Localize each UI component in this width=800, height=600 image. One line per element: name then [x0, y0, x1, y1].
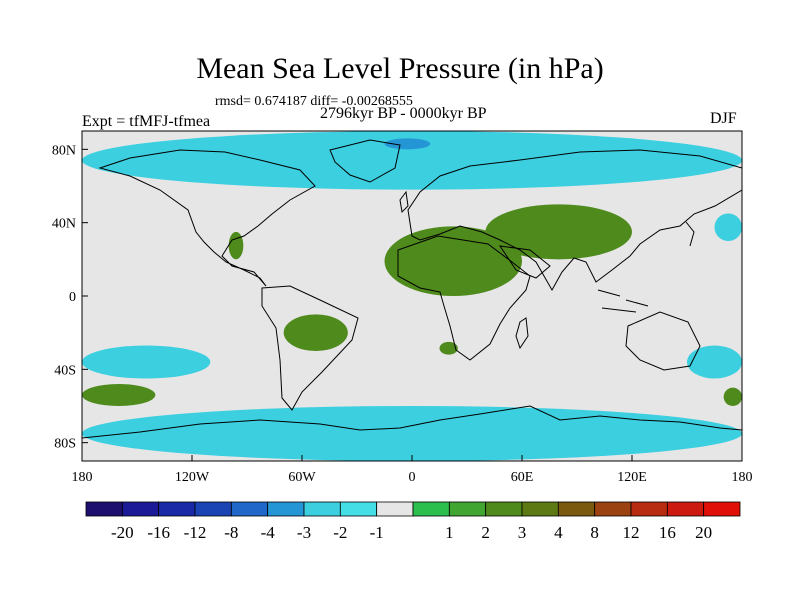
colorbar-swatch	[412, 501, 450, 517]
region-indian-ocean-blob	[687, 345, 742, 379]
colorbar-swatch	[339, 501, 378, 517]
region-north-pacific-east	[714, 213, 742, 241]
x-tick-label: 60W	[288, 470, 316, 485]
x-tick-label: 60E	[511, 470, 534, 485]
stats-line: rmsd= 0.674187 diff= -0.00268555	[215, 94, 413, 109]
coastline-arabia	[498, 245, 551, 279]
region-south-pacific-blob	[82, 345, 211, 379]
coastline-australia	[625, 311, 701, 371]
pressure-regions	[82, 131, 742, 461]
colorbar-swatch	[194, 501, 232, 517]
region-arctic-band	[82, 131, 742, 190]
colorbar-label: 16	[659, 523, 676, 542]
coastline-south-america	[261, 285, 359, 411]
colorbar-label: 3	[518, 523, 527, 542]
coastline-africa	[397, 235, 531, 361]
colorbar-label: 4	[554, 523, 563, 542]
colorbar-swatch	[594, 501, 632, 517]
colorbar-label: -12	[184, 523, 207, 542]
x-tick-label: 180	[72, 470, 93, 485]
coastlines	[82, 139, 742, 439]
season-label: DJF	[710, 110, 737, 127]
coastline-eurasia	[407, 149, 742, 292]
colorbar-swatch	[557, 501, 596, 517]
region-south-east-pacific-green	[723, 387, 742, 407]
coastline-north-america	[98, 149, 316, 287]
colorbar-label: -4	[261, 523, 276, 542]
period-label: 2796kyr BP - 0000kyr BP	[320, 105, 487, 122]
colorbar-label: 1	[445, 523, 454, 542]
colorbar: -20 -16 -12 -8 -4 -3 -2 -1 1 2 3 4 8 12 16 20	[85, 501, 741, 542]
colorbar-swatch	[448, 501, 487, 517]
coastline-indonesia	[597, 289, 649, 313]
colorbar-swatch	[267, 501, 305, 517]
colorbar-swatch	[158, 501, 196, 517]
coastline-greenland	[329, 139, 401, 183]
y-axis: 80N 40N 0 40S 80S	[52, 143, 88, 452]
coastline-madagascar	[515, 317, 529, 350]
colorbar-label: -3	[297, 523, 311, 542]
y-tick-label: 0	[69, 290, 76, 305]
chart-title: Mean Sea Level Pressure (in hPa)	[196, 52, 604, 85]
colorbar-label: 12	[623, 523, 640, 542]
colorbar-label: 2	[481, 523, 490, 542]
colorbar-label: 20	[695, 523, 712, 542]
colorbar-label: -1	[370, 523, 384, 542]
region-greenland-core	[384, 138, 431, 150]
colorbar-label: -20	[111, 523, 134, 542]
experiment-label: Expt = tfMFJ-tfmea	[82, 113, 211, 130]
region-southern-ocean-band	[82, 406, 742, 461]
region-south-america-green	[283, 314, 348, 351]
y-tick-label: 80N	[52, 143, 76, 158]
region-central-asia-green	[485, 204, 632, 260]
colorbar-swatch	[485, 501, 523, 517]
coastline-uk	[399, 190, 409, 214]
y-tick-label: 80S	[54, 437, 76, 452]
y-tick-label: 40N	[52, 217, 76, 232]
x-tick-label: 120W	[175, 470, 210, 485]
x-axis: 180 120W 60W 0 60E 120E 180	[72, 455, 753, 485]
colorbar-swatch	[230, 501, 269, 517]
coastline-antarctica	[82, 405, 742, 439]
coastline-japan	[685, 221, 695, 247]
colorbar-label: -2	[333, 523, 347, 542]
x-tick-label: 0	[409, 470, 416, 485]
y-tick-label: 40S	[54, 363, 76, 378]
colorbar-swatch	[85, 501, 123, 517]
region-south-pacific-green	[82, 384, 156, 406]
x-tick-label: 180	[732, 470, 753, 485]
colorbar-swatch	[630, 501, 668, 517]
colorbar-swatch	[376, 501, 414, 517]
colorbar-swatch	[521, 501, 559, 517]
colorbar-label: 8	[590, 523, 599, 542]
x-tick-label: 120E	[617, 470, 647, 485]
colorbar-swatch	[303, 501, 341, 517]
colorbar-swatch	[703, 501, 741, 517]
region-gulf-mexico-green	[228, 231, 244, 260]
region-south-africa-green	[439, 341, 458, 355]
colorbar-swatch	[666, 501, 705, 517]
colorbar-swatch	[121, 501, 160, 517]
colorbar-label: -16	[147, 523, 170, 542]
colorbar-label: -8	[224, 523, 238, 542]
